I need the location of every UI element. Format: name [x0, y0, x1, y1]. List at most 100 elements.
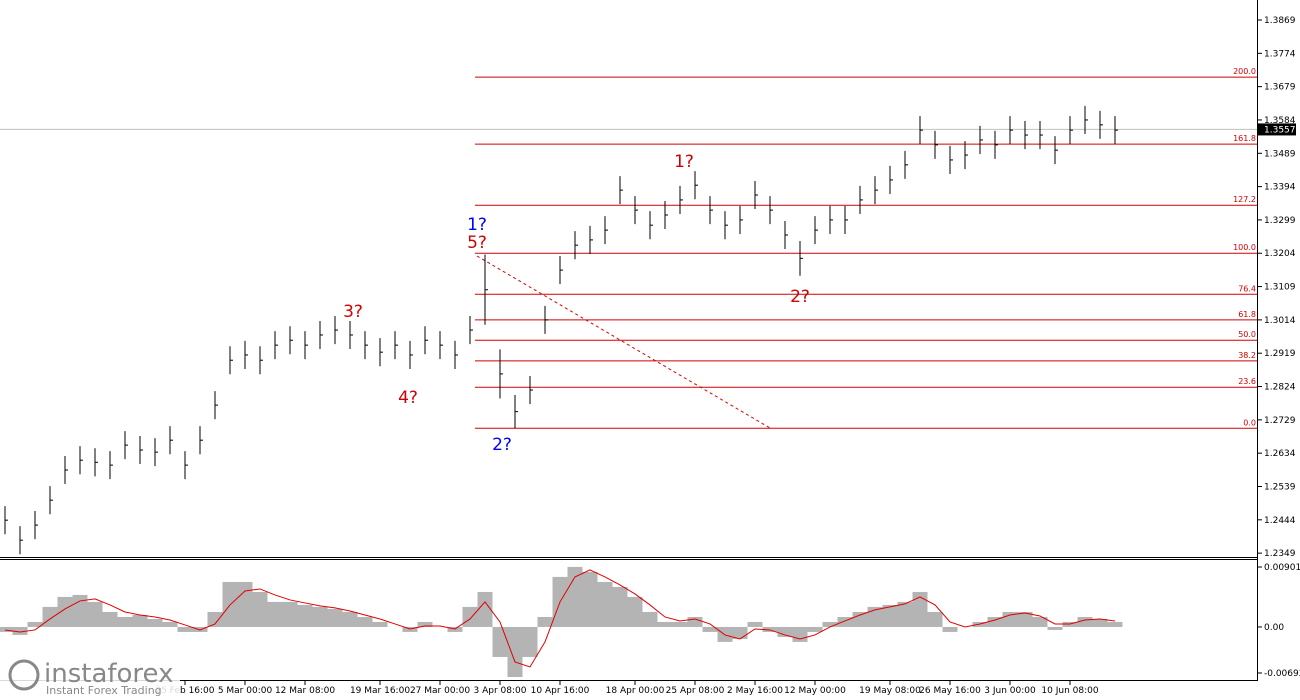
x-tick-label: 12 Mar 08:00	[275, 686, 335, 696]
macd-bar	[687, 616, 703, 627]
macd-bar	[1077, 616, 1093, 627]
y-tick-label: 1.2539	[1264, 482, 1296, 492]
macd-bar	[42, 606, 58, 627]
y-tick-label: 1.3204	[1264, 249, 1296, 259]
logo: instaforex Instant Forex Trading	[0, 656, 180, 700]
macd-bar	[912, 591, 928, 627]
current-price-label: 1.3557	[1264, 125, 1296, 135]
fib-label: 161.8	[1233, 134, 1256, 143]
macd-bar	[822, 621, 838, 627]
logo-icon	[8, 659, 40, 691]
wave-label: 3?	[343, 302, 363, 322]
macd-bar	[747, 621, 763, 627]
fib-label: 100.0	[1233, 243, 1256, 252]
macd-bar	[462, 606, 478, 627]
fib-label: 23.6	[1238, 377, 1256, 386]
macd-bar	[507, 626, 523, 678]
macd-bar	[282, 601, 298, 627]
y-tick-label: 1.3014	[1264, 316, 1296, 326]
macd-bar	[627, 596, 643, 627]
macd-bar	[1107, 621, 1123, 627]
y-tick-label: 1.3489	[1264, 149, 1296, 159]
macd-bar	[612, 586, 628, 627]
y-tick-label: -0.00692	[1264, 669, 1300, 679]
x-tick-label: 3 Jun 00:00	[984, 686, 1036, 696]
y-tick-label: 1.3394	[1264, 183, 1296, 193]
macd-bar	[357, 616, 373, 627]
macd-bar	[27, 621, 43, 627]
fib-label: 50.0	[1238, 330, 1256, 339]
trend-line	[476, 255, 771, 429]
macd-bar	[477, 591, 493, 627]
macd-bar	[372, 621, 388, 627]
y-tick-label: 1.2824	[1264, 383, 1296, 393]
fib-label: 76.4	[1238, 284, 1256, 293]
y-tick-label: 1.3584	[1264, 116, 1296, 126]
macd-bar	[147, 618, 163, 627]
macd-bar	[807, 626, 823, 632]
x-tick-label: 2 May 16:00	[727, 686, 783, 696]
macd-bar	[657, 621, 673, 627]
y-tick-label: 0.00	[1264, 623, 1284, 633]
macd-bar	[342, 611, 358, 627]
macd-bar	[987, 616, 1003, 627]
macd-bar	[417, 621, 433, 627]
wave-label: 1?	[674, 152, 694, 172]
macd-bar	[162, 621, 178, 627]
wave-label: 5?	[467, 233, 487, 253]
macd-bar	[702, 626, 718, 632]
macd-bar	[1032, 616, 1048, 627]
x-tick-label: 12 May 00:00	[784, 686, 846, 696]
logo-tagline: Instant Forex Trading	[46, 684, 162, 697]
y-tick-label: 1.2634	[1264, 449, 1296, 459]
x-tick-label: 3 Apr 08:00	[474, 686, 527, 696]
macd-bar	[897, 601, 913, 627]
x-tick-label: 27 Mar 00:00	[410, 686, 470, 696]
macd-bar	[942, 626, 958, 632]
macd-bar	[852, 611, 868, 627]
x-tick-label: 25 Feb 16:00	[155, 686, 214, 696]
macd-bar	[327, 608, 343, 627]
macd-bar	[117, 616, 133, 627]
macd-bar	[582, 571, 598, 627]
y-tick-label: 1.2349	[1264, 549, 1296, 559]
y-tick-label: 0.00901	[1264, 563, 1300, 573]
fib-label: 61.8	[1238, 310, 1256, 319]
macd-bar	[12, 626, 28, 635]
y-tick-label: 1.2919	[1264, 349, 1296, 359]
macd-bar	[537, 616, 553, 627]
wave-label: 2?	[492, 435, 512, 455]
fib-label: 38.2	[1238, 351, 1256, 360]
y-tick-label: 1.2729	[1264, 416, 1296, 426]
fib-label: 200.0	[1233, 67, 1256, 76]
fib-label: 127.2	[1233, 195, 1256, 204]
macd-bar	[237, 581, 253, 627]
macd-bar	[207, 611, 223, 627]
y-tick-label: 1.3869	[1264, 16, 1296, 26]
macd-bar	[1047, 626, 1063, 630]
y-tick-label: 1.3679	[1264, 83, 1296, 93]
macd-bar	[102, 611, 118, 627]
x-tick-label: 18 Apr 00:00	[606, 686, 665, 696]
macd-bar	[252, 591, 268, 627]
wave-label: 4?	[398, 388, 418, 408]
macd-bar	[597, 581, 613, 627]
macd-bar	[522, 626, 538, 657]
macd-bar	[867, 606, 883, 627]
y-tick-label: 1.2444	[1264, 516, 1296, 526]
macd-bar	[1017, 611, 1033, 627]
macd-bar	[177, 626, 193, 632]
macd-bar	[672, 621, 688, 627]
macd-bar	[57, 596, 73, 627]
current-price-box	[1258, 123, 1296, 136]
macd-bar	[642, 611, 658, 627]
wave-label: 1?	[467, 215, 487, 235]
x-tick-label: 10 Apr 16:00	[531, 686, 590, 696]
macd-bar	[132, 614, 148, 627]
macd-bar	[1092, 618, 1108, 627]
y-tick-label: 1.3299	[1264, 216, 1296, 226]
macd-bar	[927, 611, 943, 627]
macd-bar	[0, 626, 13, 632]
